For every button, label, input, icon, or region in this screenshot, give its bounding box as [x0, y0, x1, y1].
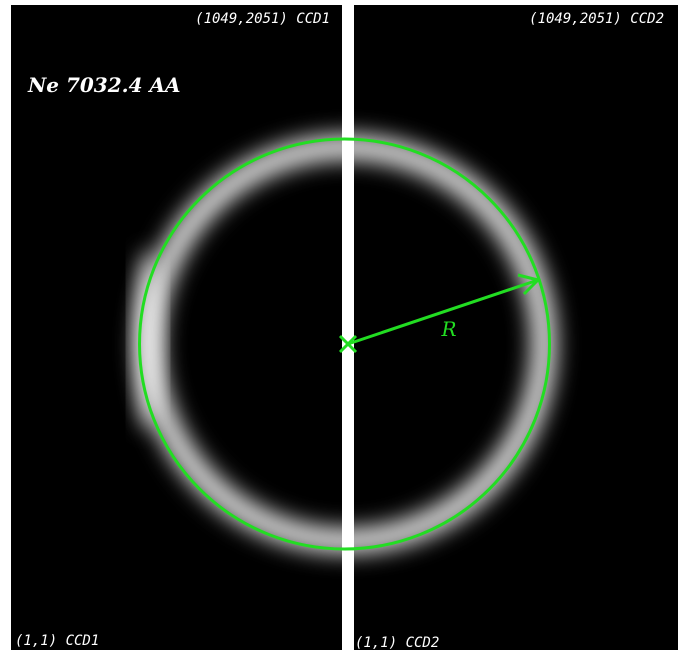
ccd1-bottom-label: (1,1) CCD1 — [15, 633, 99, 649]
ccd2-panel — [354, 5, 678, 650]
ccd2-bottom-label: (1,1) CCD2 — [355, 635, 439, 651]
radius-label: R — [440, 317, 456, 341]
figure: R Ne 7032.4 AA (1049,2051) CCD1 (1049,20… — [0, 0, 688, 653]
ccd2-top-label: (1049,2051) CCD2 — [529, 11, 664, 27]
ccd1-top-label: (1049,2051) CCD1 — [195, 11, 330, 27]
line-label: Ne 7032.4 AA — [27, 73, 181, 97]
ccd1-panel — [11, 5, 342, 650]
